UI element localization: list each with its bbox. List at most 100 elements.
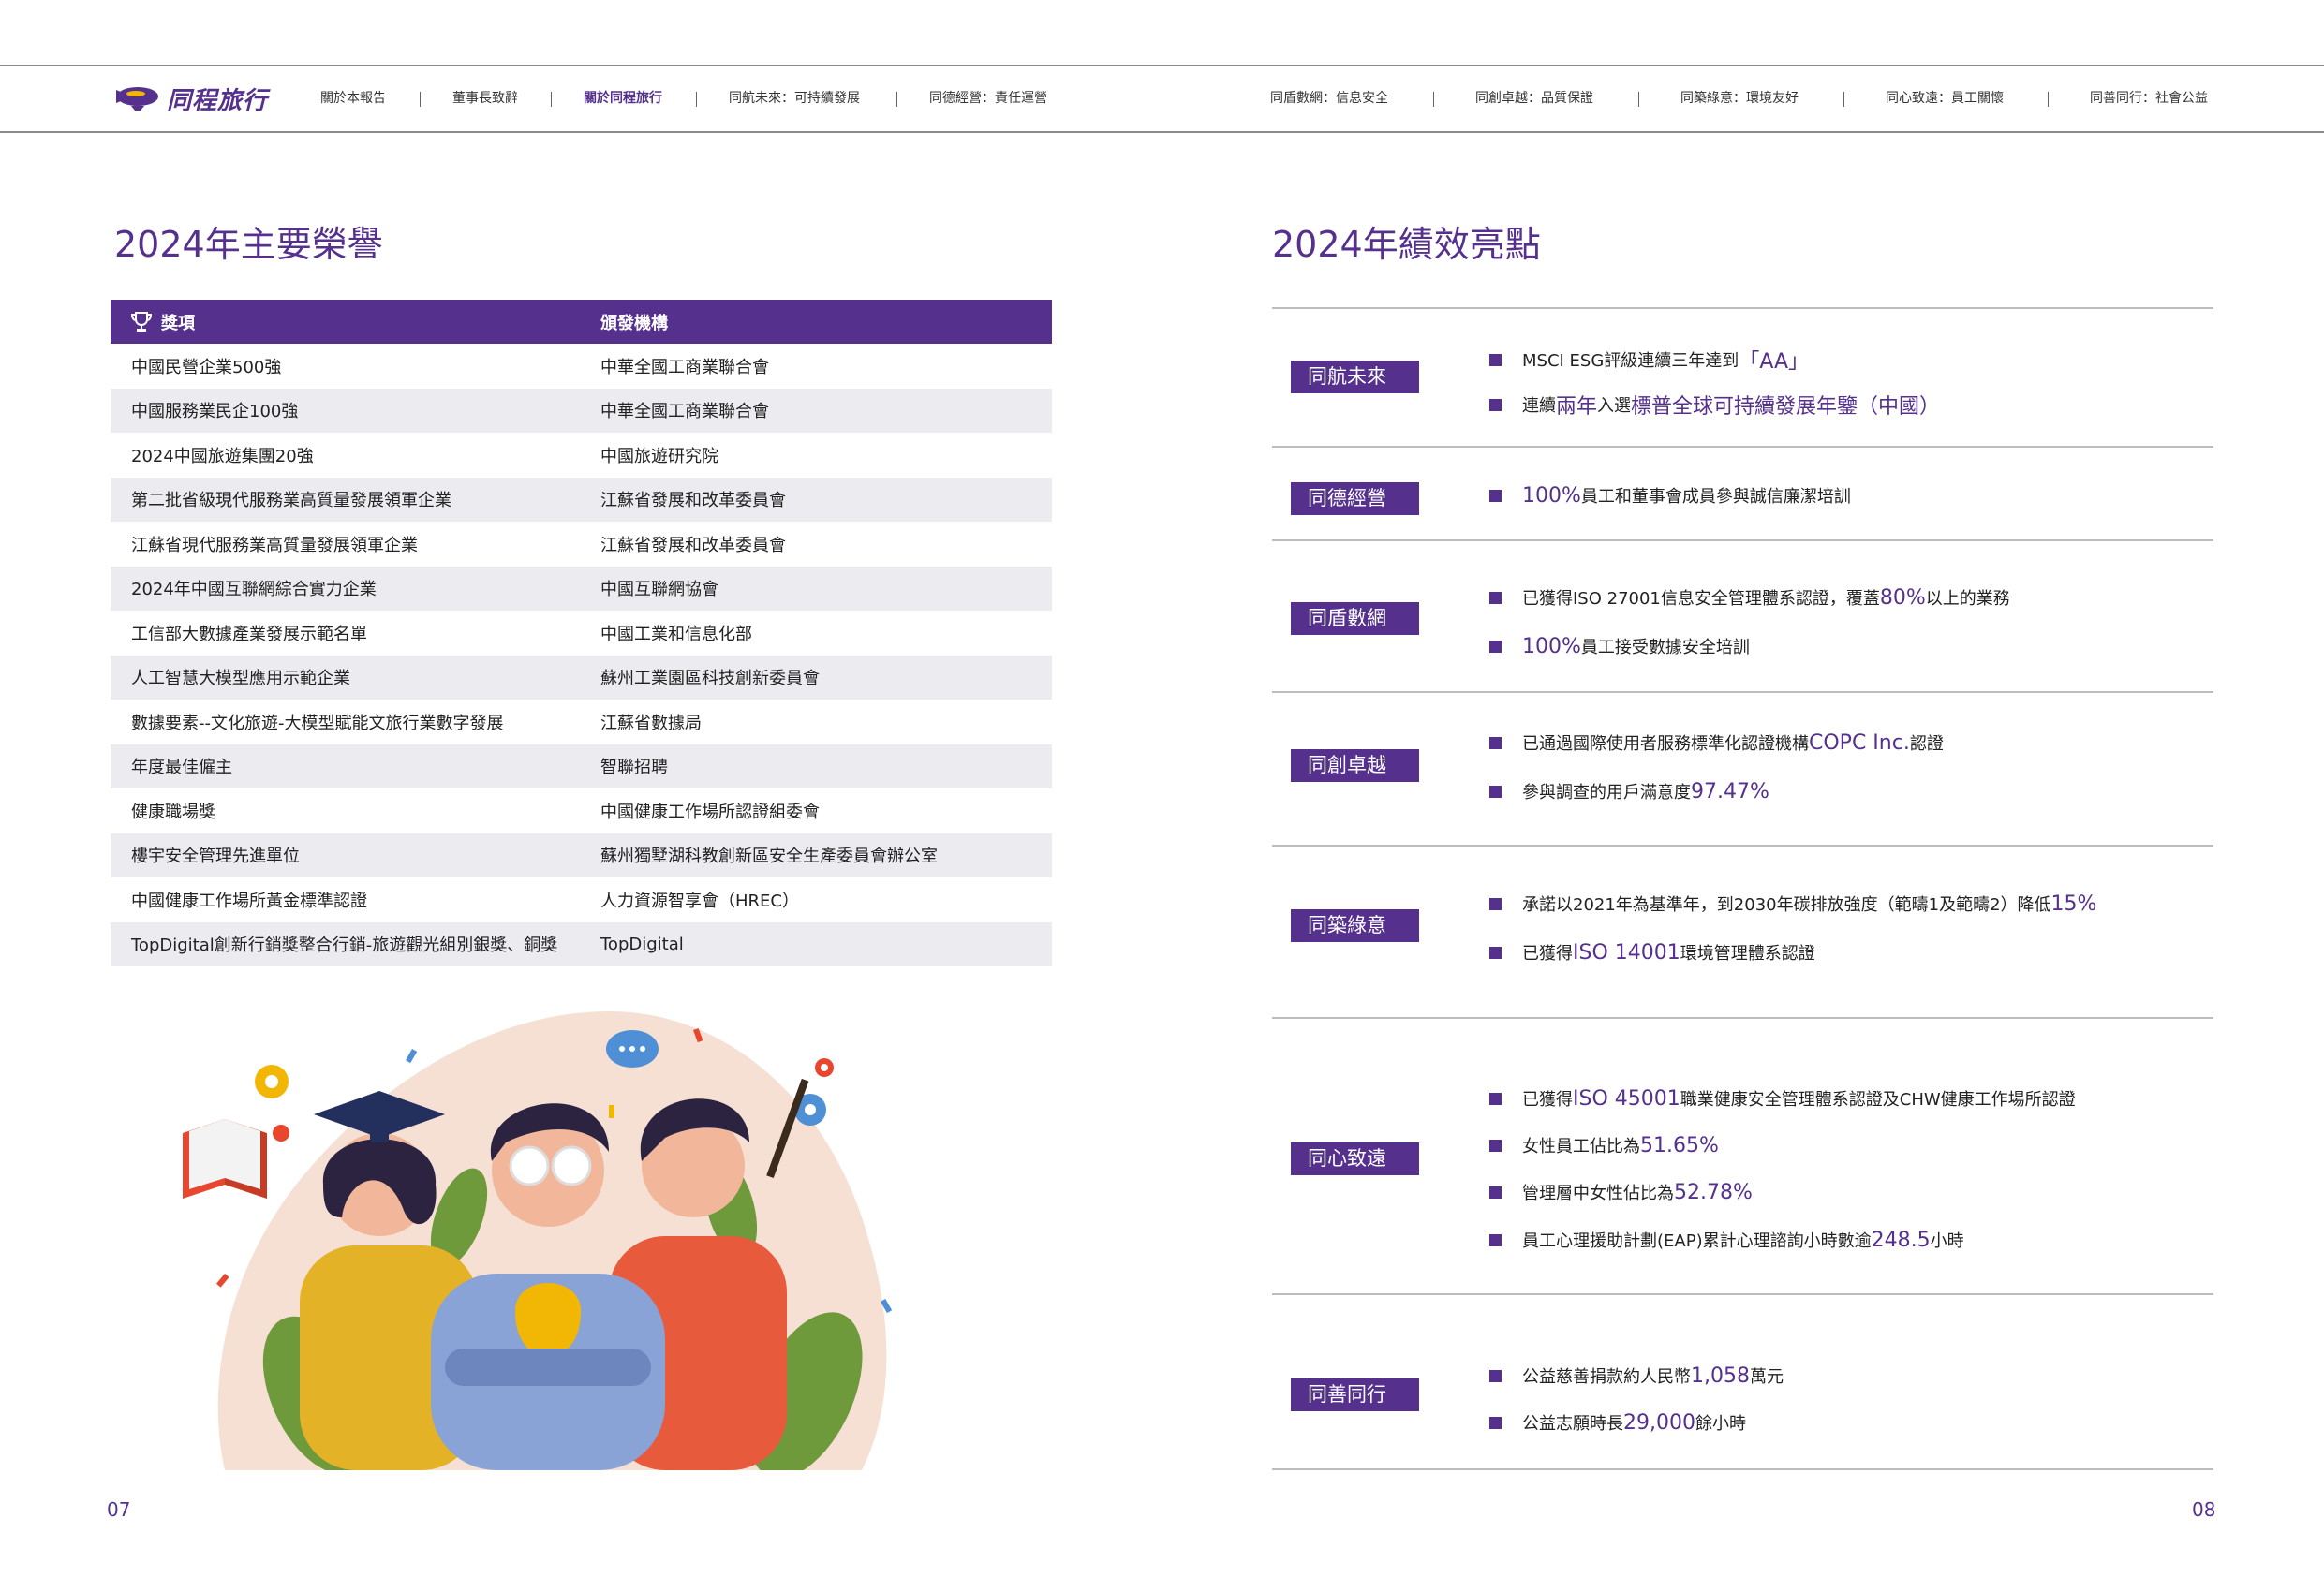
bullet-square-icon [1489, 736, 1502, 749]
table-row: 工信部大數據產業發展示範名單 中國工業和信息化部 [111, 611, 1052, 656]
person-center [431, 1103, 665, 1470]
nav-separator [420, 92, 421, 107]
highlight-value: 29,000 [1623, 1410, 1695, 1435]
table-row: 人工智慧大模型應用示範企業 蘇州工業園區科技創新委員會 [111, 655, 1052, 700]
award-issuer: 智聯招聘 [600, 758, 668, 778]
highlight-text: 萬元 [1749, 1367, 1784, 1387]
section-label: 同創卓越 [1291, 749, 1419, 782]
award-name: 年度最佳僱主 [131, 758, 232, 778]
highlight-value: 1,058 [1691, 1363, 1750, 1388]
highlight-item: 女性員工佔比為 51.65% [1489, 1133, 1719, 1157]
book-icon [183, 1119, 267, 1199]
highlight-text: 連續 [1522, 396, 1556, 416]
highlight-item: 員工心理援助計劃(EAP)累計心理諮詢小時數逾 248.5 小時 [1489, 1228, 1964, 1252]
brand-logo[interactable]: 同程旅行 [112, 79, 268, 118]
award-issuer: 江蘇省數據局 [600, 713, 702, 733]
section-divider [1272, 1468, 2213, 1470]
nav-separator [896, 92, 897, 107]
award-issuer: 江蘇省發展和改革委員會 [600, 491, 786, 511]
table-row: 2024年中國互聯網綜合實力企業 中國互聯網協會 [111, 566, 1052, 611]
award-name: 健康職場獎 [131, 802, 215, 822]
bullet-square-icon [1489, 1233, 1502, 1246]
table-row: 2024中國旅遊集團20強 中國旅遊研究院 [111, 433, 1052, 478]
section-divider [1272, 307, 2213, 309]
header-award: 獎項 [161, 313, 195, 333]
page-number-right: 08 [2192, 1498, 2216, 1521]
nav-item-sustainability[interactable]: 同航未來：可持續發展 [729, 91, 860, 106]
award-name: 工信部大數據產業發展示範名單 [131, 624, 367, 644]
nav-separator [1638, 92, 1639, 107]
nav-item-operations[interactable]: 同德經營：責任運營 [929, 91, 1047, 106]
nav-item-about-report[interactable]: 關於本報告 [320, 91, 386, 106]
trophy-icon [515, 1283, 581, 1358]
bullet-square-icon [1489, 1369, 1502, 1382]
highlight-text: 已通過國際使用者服務標準化認證機構 [1522, 734, 1809, 754]
nav-item-employees[interactable]: 同心致遠：員工關懷 [1886, 91, 2004, 106]
celebration-illustration [183, 1011, 893, 1470]
highlight-text: 參與調查的用戶滿意度 [1522, 783, 1691, 803]
bullet-square-icon [1489, 946, 1502, 959]
award-name: 2024年中國互聯網綜合實力企業 [131, 580, 377, 600]
nav-separator [2048, 92, 2049, 107]
highlight-item: 已獲得ISO 27001信息安全管理體系認證，覆蓋 80% 以上的業務 [1489, 585, 2010, 610]
section-divider [1272, 845, 2213, 847]
award-issuer: 中國互聯網協會 [600, 580, 718, 600]
table-row: 中國健康工作場所黃金標準認證 人力資源智享會（HREC） [111, 877, 1052, 922]
highlight-text: MSCI ESG評級連續三年達到 [1522, 351, 1739, 371]
awards-table: 獎項 頒發機構 中國民營企業500強 中華全國工商業聯合會 中國服務業民企100強中… [111, 300, 1052, 966]
award-issuer: TopDigital [600, 934, 684, 954]
section-divider [1272, 446, 2213, 448]
nav-item-community[interactable]: 同善同行：社會公益 [2090, 91, 2208, 106]
bullet-square-icon [1489, 897, 1502, 910]
highlight-text: 餘小時 [1695, 1414, 1746, 1434]
nav-item-about-company[interactable]: 關於同程旅行 [584, 91, 662, 106]
nav-item-chairman[interactable]: 董事長致辭 [452, 91, 518, 106]
section-divider [1272, 1293, 2213, 1295]
logo-blimp-icon [116, 87, 158, 111]
highlight-item: 連續 兩年 入選 標普全球可持續發展年鑒（中國） [1489, 390, 1940, 420]
highlight-value: 兩年 [1556, 395, 1598, 419]
highlight-value: 標普全球可持續發展年鑒（中國） [1631, 395, 1941, 419]
award-issuer: 中華全國工商業聯合會 [600, 357, 769, 377]
table-header: 獎項 頒發機構 [111, 300, 1052, 344]
highlight-value: 「AA」 [1739, 350, 1810, 374]
award-name: TopDigital創新行銷獎整合行銷-旅遊觀光組別銀獎、銅獎 [131, 936, 558, 956]
bullet-square-icon [1489, 489, 1502, 502]
nav-separator [696, 92, 697, 107]
highlight-item: 100% 員工接受數據安全培訓 [1489, 634, 1750, 658]
highlight-value: 51.65% [1640, 1133, 1719, 1157]
award-name: 數據要素--文化旅遊-大模型賦能文旅行業數字發展 [131, 713, 504, 733]
highlight-value: ISO 45001 [1573, 1086, 1680, 1111]
award-issuer: 中國旅遊研究院 [600, 446, 718, 466]
highlight-value: 15% [2050, 892, 2097, 916]
nav-item-info-security[interactable]: 同盾數網：信息安全 [1270, 91, 1388, 106]
highlight-item: 管理層中女性佔比為 52.78% [1489, 1180, 1753, 1204]
nav-bottom-rule [0, 131, 2324, 133]
highlight-value: 52.78% [1674, 1180, 1753, 1204]
bullet-square-icon [1489, 1186, 1502, 1199]
highlight-item: 已獲得 ISO 45001 職業健康安全管理體系認證及CHW健康工作場所認證 [1489, 1086, 2076, 1111]
nav-item-environment[interactable]: 同築綠意：環境友好 [1680, 91, 1799, 106]
bullet-square-icon [1489, 353, 1502, 366]
award-name: 樓宇安全管理先進單位 [131, 847, 300, 867]
trophy-icon [130, 311, 153, 332]
highlight-text: 以上的業務 [1925, 589, 2010, 609]
highlight-item: 參與調查的用戶滿意度 97.47% [1489, 779, 1769, 803]
section-label: 同盾數網 [1291, 602, 1419, 635]
award-issuer: 人力資源智享會（HREC） [600, 891, 799, 911]
bullet-square-icon [1489, 1092, 1502, 1105]
table-row: 第二批省級現代服務業高質量發展領軍企業 江蘇省發展和改革委員會 [111, 477, 1052, 522]
top-rule [0, 65, 2324, 66]
highlight-text: 公益慈善捐款約人民幣 [1522, 1367, 1691, 1387]
award-name: 2024中國旅遊集團20強 [131, 446, 314, 466]
highlight-value: COPC Inc. [1809, 730, 1910, 755]
highlight-item: 公益志願時長 29,000 餘小時 [1489, 1410, 1746, 1435]
nav-item-quality[interactable]: 同創卓越：品質保證 [1475, 91, 1593, 106]
highlight-item: 公益慈善捐款約人民幣 1,058 萬元 [1489, 1363, 1784, 1388]
nav-separator [551, 92, 552, 107]
bullet-square-icon [1489, 1416, 1502, 1429]
award-name: 第二批省級現代服務業高質量發展領軍企業 [131, 491, 451, 511]
highlight-text: 員工心理援助計劃(EAP)累計心理諮詢小時數逾 [1522, 1231, 1872, 1251]
highlight-value: 100% [1522, 483, 1581, 508]
section-divider [1272, 691, 2213, 693]
